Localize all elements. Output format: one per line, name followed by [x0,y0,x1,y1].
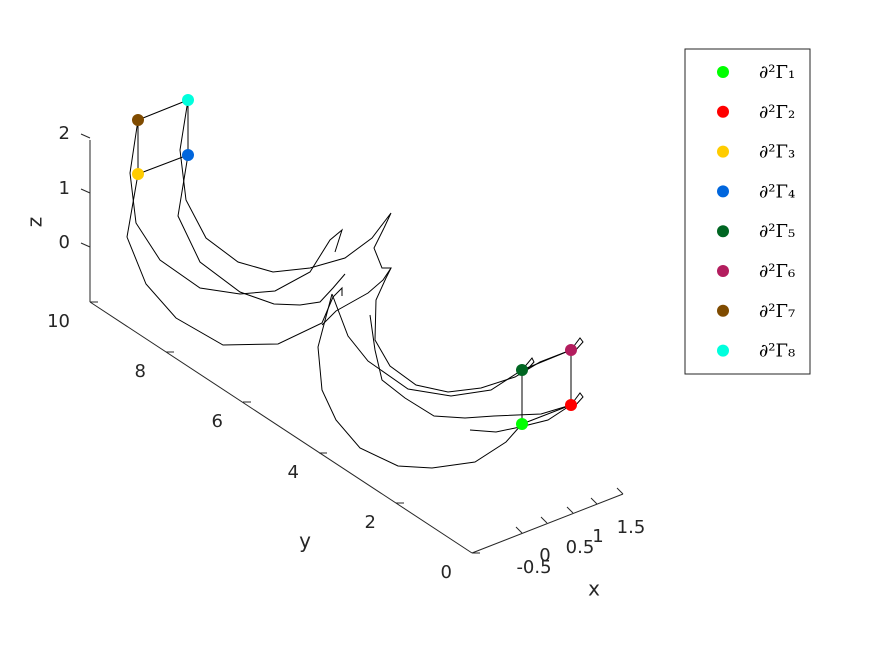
wire-curve-near-mid [369,314,572,419]
legend-marker [717,145,729,158]
wire-curve-far-top-back [179,99,392,273]
point-gamma-7 [132,114,144,126]
x-axis: -0.5 0 0.5 1 1.5 x [471,487,646,601]
x-tick-label: 1.5 [617,517,646,538]
z-axis: 2 1 0 z [23,123,91,302]
legend-label: ∂²Γ₂ [759,102,795,123]
x-tick-label: 1 [592,526,603,547]
wire-curve-far-top [129,119,343,295]
wire-curve-mid-back [321,227,392,326]
y-tick-label: 0 [441,562,452,583]
point-gamma-1 [516,418,528,430]
legend-label: ∂²Γ₈ [759,341,795,362]
z-tick [80,188,91,194]
legend-marker [717,265,729,277]
point-gamma-5 [516,364,528,376]
point-gamma-6 [565,344,577,356]
y-axis-label: y [299,529,311,553]
wire-curve-far-back [177,154,346,306]
legend-marker [717,344,729,357]
x-tick [616,487,624,495]
y-tick-label: 8 [135,361,146,382]
edge-tab [521,357,535,373]
edge-g1-g2 [521,404,572,425]
x-tick [566,506,574,514]
legend-marker [717,304,729,317]
z-tick [80,242,91,248]
point-gamma-8 [182,94,194,106]
x-tick [590,497,598,505]
edge-g7-g8 [137,99,189,121]
y-tick-label: 2 [365,512,376,533]
z-tick-label: 1 [59,178,70,199]
legend-marker [717,225,729,238]
legend-marker [717,185,729,198]
wire-curve-near-top-back [374,267,572,393]
legend-label: ∂²Γ₁ [759,62,795,83]
legend-marker [717,105,729,118]
z-tick-label: 2 [59,123,70,144]
wireframe [126,99,584,469]
z-tick-label: 0 [59,232,70,253]
z-axis-label: z [23,217,47,228]
x-tick [540,516,548,524]
y-axis-line [89,301,473,554]
edge-tab [570,337,584,353]
wire-curve-near-bottom [317,293,523,469]
y-tick-label: 6 [212,411,223,432]
wire-curve-far-bottom [126,173,343,346]
legend-label: ∂²Γ₅ [759,221,795,242]
x-tick-label: 0.5 [566,537,595,558]
x-tick [515,526,523,534]
legend-items: ∂²Γ₁ ∂²Γ₂ ∂²Γ₃ ∂²Γ₄ ∂²Γ₅ ∂²Γ₆ ∂²Γ₇ ∂²Γ₈ [717,62,795,362]
edge-tab [570,392,584,408]
legend-label: ∂²Γ₇ [759,301,795,322]
legend-box [684,48,811,375]
legend-marker [717,66,729,78]
corner-points [132,94,577,430]
point-gamma-4 [182,149,194,161]
legend-label: ∂²Γ₄ [759,181,795,202]
y-tick-label: 10 [47,311,70,332]
x-tick-label: -0.5 [516,557,551,578]
edge-g3-g4 [137,154,189,175]
wire-curve-near-top [331,293,523,397]
legend-label: ∂²Γ₆ [759,261,795,282]
z-tick [80,133,91,139]
legend-label: ∂²Γ₃ [759,142,795,163]
x-tick-label: 0 [539,545,550,566]
point-gamma-3 [132,168,144,180]
y-tick-label: 4 [288,462,299,483]
x-axis-label: x [588,577,600,601]
point-gamma-2 [565,399,577,411]
x-axis-line [471,493,624,554]
legend: ∂²Γ₁ ∂²Γ₂ ∂²Γ₃ ∂²Γ₄ ∂²Γ₅ ∂²Γ₆ ∂²Γ₇ ∂²Γ₈ [684,48,811,375]
y-axis: 10 8 6 4 2 0 y [47,301,480,583]
